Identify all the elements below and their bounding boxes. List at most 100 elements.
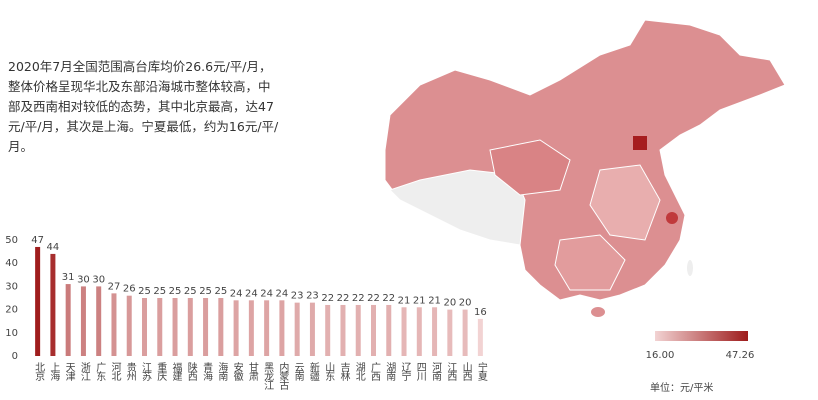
x-tick-label: 贵州 — [124, 362, 136, 380]
value-label: 20 — [459, 298, 472, 309]
y-tick-label: 30 — [5, 281, 18, 292]
x-tick-label: 江西 — [444, 362, 456, 380]
value-label: 24 — [276, 288, 289, 299]
y-tick-label: 40 — [5, 258, 18, 269]
x-tick-label: 福建 — [170, 362, 182, 380]
value-label: 22 — [321, 293, 334, 304]
x-tick-label: 辽宁 — [399, 362, 411, 380]
value-label: 24 — [230, 288, 243, 299]
value-label: 22 — [367, 293, 380, 304]
value-label: 25 — [199, 286, 212, 297]
map-region — [554, 234, 626, 291]
value-label: 31 — [62, 272, 75, 283]
bar — [80, 286, 86, 356]
color-legend — [655, 331, 748, 341]
map-shanghai — [666, 212, 678, 224]
bar — [294, 302, 300, 356]
x-tick-label: 广东 — [93, 362, 105, 380]
x-tick-label: 黑龙江 — [261, 362, 273, 389]
bar — [172, 298, 178, 356]
bar — [355, 304, 361, 356]
x-tick-label: 四川 — [414, 362, 426, 380]
map-region — [489, 139, 571, 196]
value-label: 21 — [413, 295, 426, 306]
bar — [401, 307, 407, 356]
x-tick-label: 山西 — [460, 362, 472, 380]
bar — [157, 298, 163, 356]
value-label: 26 — [123, 284, 136, 295]
x-tick-label: 浙江 — [78, 362, 90, 380]
bar — [111, 293, 117, 356]
bar — [50, 253, 56, 356]
bar — [187, 298, 193, 356]
bar — [416, 307, 422, 356]
bar — [248, 300, 254, 356]
value-label: 16 — [474, 307, 487, 318]
value-label: 22 — [337, 293, 350, 304]
value-label: 24 — [245, 288, 258, 299]
bar — [233, 300, 239, 356]
bar — [462, 309, 468, 356]
value-label: 21 — [398, 295, 411, 306]
bar — [309, 302, 315, 356]
value-label: 47 — [31, 235, 44, 246]
x-tick-label: 天津 — [63, 362, 75, 380]
bar — [264, 300, 270, 356]
x-tick-label: 宁夏 — [475, 362, 487, 380]
y-tick-label: 50 — [5, 235, 18, 246]
y-tick-label: 10 — [5, 328, 18, 339]
legend-min: 16.00 — [646, 350, 675, 361]
map-tibet — [389, 169, 526, 246]
bar — [96, 286, 102, 356]
bar — [477, 318, 483, 356]
bar — [340, 304, 346, 356]
value-label: 25 — [169, 286, 182, 297]
x-tick-label: 北京 — [32, 362, 44, 380]
x-tick-label: 云南 — [292, 362, 304, 380]
value-label: 22 — [382, 293, 395, 304]
bar — [126, 295, 132, 356]
bar — [65, 284, 71, 356]
value-label: 25 — [153, 286, 166, 297]
x-tick-label: 湖南 — [383, 362, 395, 380]
x-tick-label: 湖北 — [353, 362, 365, 380]
legend-max: 47.26 — [726, 350, 755, 361]
value-label: 27 — [108, 281, 121, 292]
x-tick-label: 上海 — [47, 362, 59, 380]
value-label: 24 — [260, 288, 273, 299]
x-tick-label: 重庆 — [154, 362, 166, 380]
x-tick-label: 甘肃 — [246, 362, 258, 380]
x-tick-label: 河北 — [108, 362, 120, 380]
y-tick-label: 20 — [5, 305, 18, 316]
bar — [35, 246, 41, 356]
x-tick-label: 吉林 — [337, 362, 349, 380]
value-label: 25 — [214, 286, 227, 297]
value-label: 21 — [428, 295, 441, 306]
bar — [371, 304, 376, 356]
bar — [386, 304, 392, 356]
value-label: 22 — [352, 293, 365, 304]
value-label: 30 — [92, 274, 105, 285]
bar — [447, 309, 453, 356]
map — [384, 19, 786, 317]
x-tick-label: 山东 — [322, 362, 334, 380]
value-label: 20 — [443, 298, 456, 309]
value-label: 23 — [291, 291, 304, 302]
x-tick-label: 陕西 — [185, 362, 197, 380]
x-tick-label: 海南 — [215, 362, 227, 380]
x-tick-label: 内蒙古 — [276, 362, 288, 389]
x-tick-label: 青海 — [200, 362, 212, 380]
x-tick-label: 新疆 — [307, 362, 319, 380]
x-tick-label: 河南 — [429, 362, 441, 380]
value-label: 25 — [138, 286, 151, 297]
map-taiwan — [687, 260, 693, 276]
unit: 单位：元/平米 — [650, 381, 713, 394]
value-label: 25 — [184, 286, 197, 297]
value-label: 44 — [47, 242, 60, 253]
value-label: 30 — [77, 274, 90, 285]
value-label: 23 — [306, 291, 319, 302]
bar — [203, 298, 209, 356]
x-tick-label: 广西 — [368, 362, 380, 380]
